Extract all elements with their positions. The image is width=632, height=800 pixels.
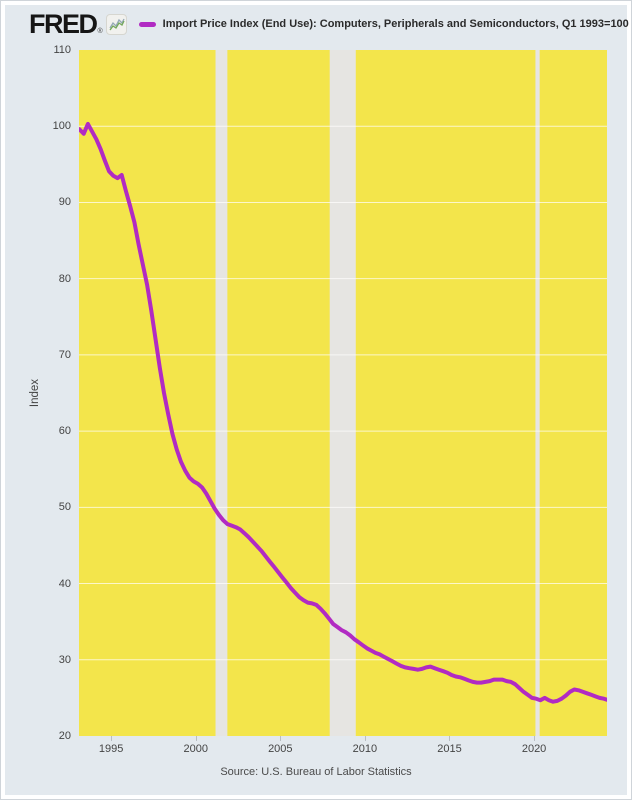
recession-band [215, 50, 228, 736]
x-tick-label: 2020 [521, 743, 547, 755]
fred-logo-text: FRED [29, 9, 98, 39]
y-tick-label: 40 [58, 577, 71, 590]
registered-trademark-mark: ® [97, 28, 103, 35]
x-tick-label: 2015 [437, 743, 462, 755]
y-tick-label: 50 [58, 501, 71, 514]
x-tick-mark [111, 736, 113, 741]
x-tick-mark [534, 736, 536, 741]
fred-sparkline-icon [105, 13, 127, 35]
y-tick-label: 90 [58, 196, 71, 209]
data-line[interactable] [79, 121, 607, 704]
y-tick-label: 80 [58, 272, 71, 285]
y-tick-label: 60 [58, 425, 71, 438]
y-axis-title: Index [29, 378, 41, 408]
fred-logo-link[interactable]: FRED ® [29, 9, 127, 39]
x-tick-mark [195, 736, 197, 741]
x-tick-mark [364, 736, 366, 741]
y-tick-label: 100 [52, 120, 71, 133]
x-tick-label: 2000 [183, 743, 208, 755]
x-tick-label: 1995 [98, 743, 124, 755]
y-tick-label: 110 [53, 44, 71, 56]
y-tick-label: 20 [58, 730, 71, 742]
legend: Import Price Index (End Use): Computers,… [138, 18, 629, 30]
x-tick-mark [449, 736, 451, 741]
legend-line-swatch [138, 21, 156, 27]
y-tick-label: 30 [58, 653, 71, 666]
source-note: Source: U.S. Bureau of Labor Statistics [220, 766, 412, 778]
x-tick-label: 2005 [268, 743, 293, 755]
y-tick-label: 70 [58, 348, 71, 361]
recession-band [535, 50, 540, 736]
series-title-link[interactable]: Import Price Index (End Use): Computers,… [162, 18, 629, 30]
x-tick-mark [280, 736, 282, 741]
plot-area[interactable] [79, 50, 607, 736]
recession-band [329, 50, 356, 736]
chart-header: FRED ® Import Price Index (End Use): Com… [29, 10, 629, 38]
x-tick-label: 2010 [352, 743, 378, 755]
